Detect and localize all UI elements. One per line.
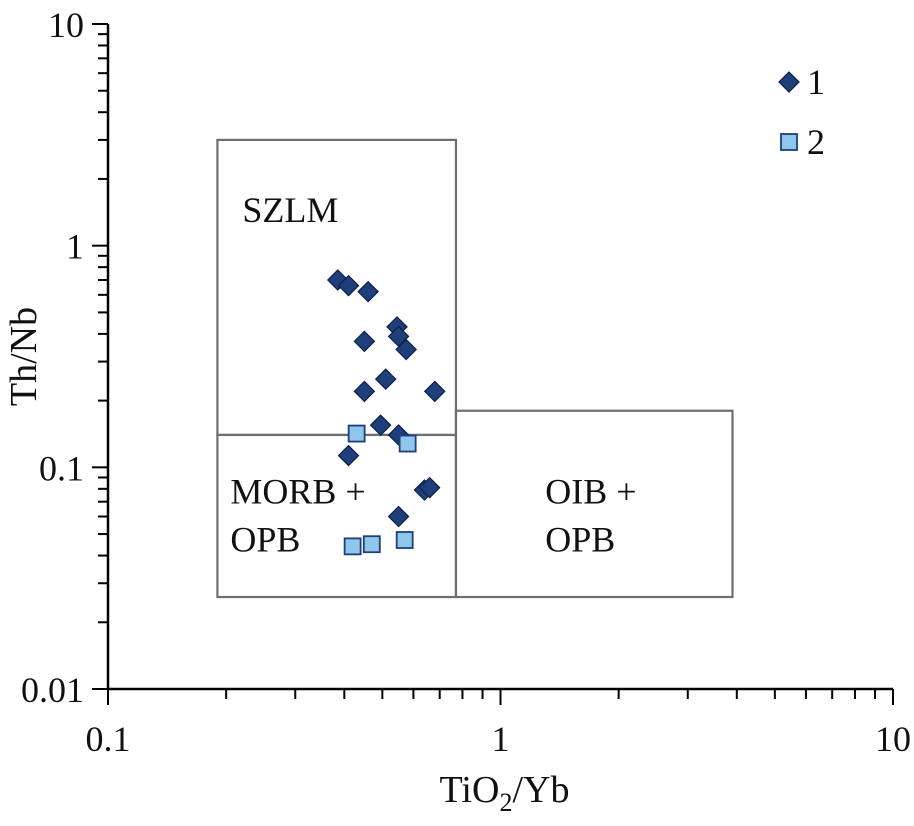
x-tick-label: 0.1 <box>86 719 131 759</box>
y-tick-label: 1 <box>66 227 84 267</box>
series-2-point <box>362 535 381 554</box>
series-2-point <box>398 434 417 453</box>
region-box <box>216 433 458 599</box>
legend-label: 1 <box>807 62 825 102</box>
legend: 12 <box>778 62 825 162</box>
series-1-point <box>387 505 410 528</box>
y-axis-title: Th/Nb <box>3 307 45 406</box>
data-points <box>326 269 446 556</box>
x-axis-title: TiO2/Yb <box>440 769 570 817</box>
region-label: OPB <box>230 519 300 559</box>
legend-marker-1 <box>778 71 800 93</box>
series-1-point <box>337 274 360 297</box>
series-1-point <box>374 368 397 390</box>
region-label: SZLM <box>242 190 338 230</box>
x-ticks: 0.1 1 10 <box>86 689 911 759</box>
series-1-point <box>357 280 379 303</box>
region-label: OPB <box>545 519 615 559</box>
y-tick-label: 10 <box>48 5 84 45</box>
region-label: MORB + <box>230 471 365 511</box>
y-ticks: 0.01 0.1 1 10 <box>21 5 108 710</box>
y-tick-label: 0.01 <box>21 670 84 710</box>
y-tick-label: 0.1 <box>39 448 84 488</box>
series-1-point <box>353 330 376 353</box>
series-2-point <box>343 537 362 556</box>
region-label: OIB + <box>545 471 636 511</box>
legend-label: 2 <box>807 122 825 162</box>
x-tick-label: 10 <box>875 719 911 759</box>
region-box <box>454 409 734 599</box>
series-2-point <box>347 424 366 443</box>
series-1-point <box>353 380 376 403</box>
series-2-point <box>395 531 414 549</box>
series-1-point <box>337 444 360 467</box>
series-1-point <box>395 338 418 361</box>
x-tick-label: 1 <box>492 719 510 759</box>
regions: SZLM MORB + OPB OIB + OPB <box>216 138 734 599</box>
legend-marker-2 <box>780 133 798 151</box>
series-1-point <box>423 380 446 403</box>
series-1-point <box>418 476 441 499</box>
series-1-point <box>369 414 392 436</box>
